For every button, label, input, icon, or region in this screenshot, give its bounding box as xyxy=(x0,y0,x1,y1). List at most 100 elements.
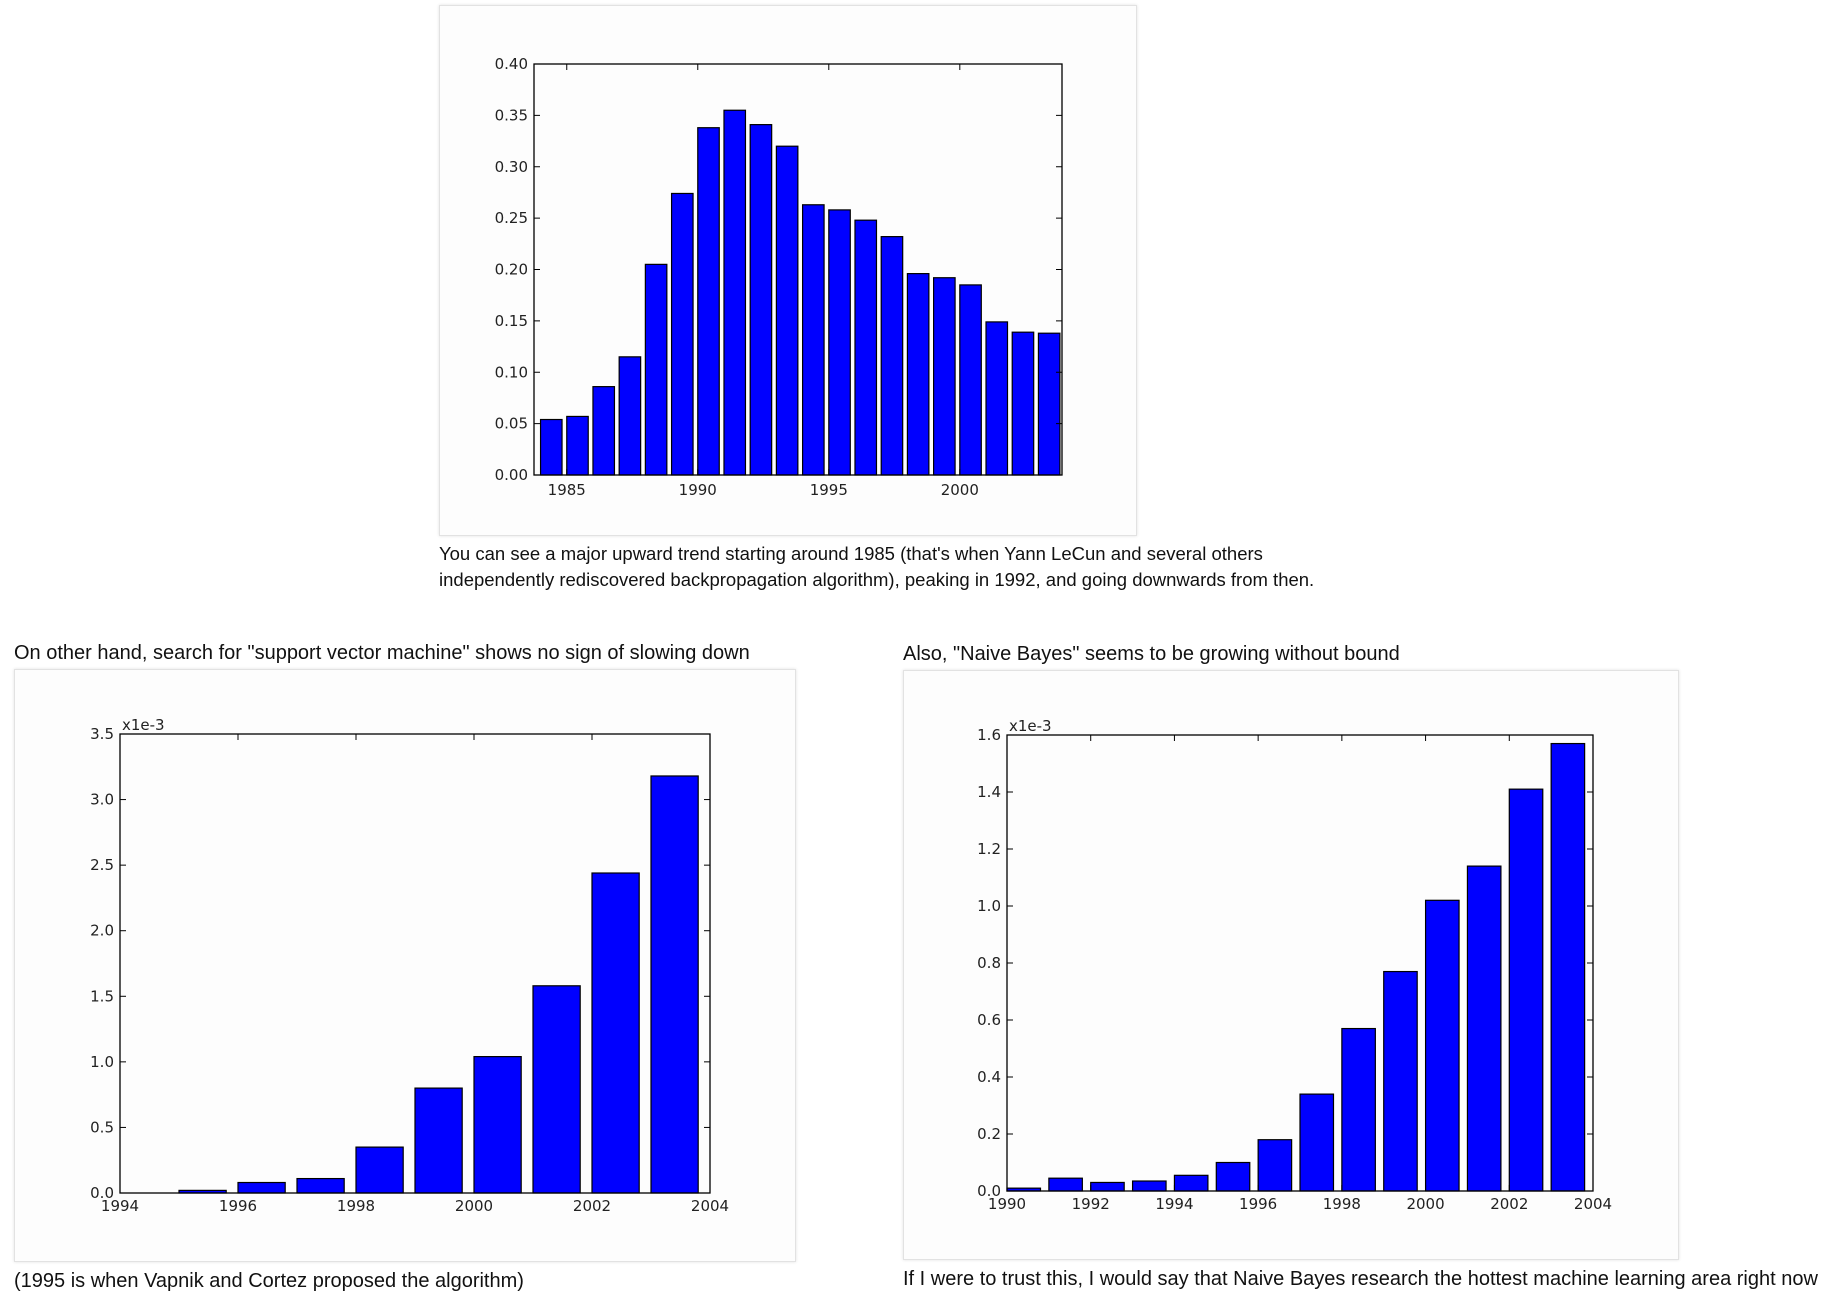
bar-2002 xyxy=(1508,788,1544,1192)
bar-2003 xyxy=(1550,742,1586,1192)
y-tick-label: 0.6 xyxy=(977,1011,1001,1029)
x-tick-label: 1990 xyxy=(679,481,717,499)
y-tick-label: 2.0 xyxy=(90,922,114,940)
bar-2000 xyxy=(1424,899,1460,1192)
bar-2002 xyxy=(1011,331,1035,476)
bar-1993 xyxy=(775,145,799,476)
y-tick-label: 0.0 xyxy=(90,1184,114,1202)
x-tick-label: 1990 xyxy=(988,1195,1026,1213)
bar-1995 xyxy=(1215,1161,1251,1192)
x-tick-label: 1994 xyxy=(101,1197,139,1215)
bar-1998 xyxy=(355,1146,404,1194)
bar-2003 xyxy=(1037,332,1061,476)
bar-1999 xyxy=(933,277,956,476)
bar-1997 xyxy=(296,1177,345,1194)
x-tick-label: 1998 xyxy=(1323,1195,1361,1213)
plot-frame xyxy=(533,63,1063,476)
y-tick-label: 1.0 xyxy=(90,1053,114,1071)
y-tick-label: 0.8 xyxy=(977,954,1001,972)
caption-svm-note: (1995 is when Vapnik and Cortez proposed… xyxy=(14,1270,524,1292)
caption-svm-intro: On other hand, search for "support vecto… xyxy=(14,642,750,664)
x-tick-label: 1996 xyxy=(1239,1195,1277,1213)
y-tick-label: 0.20 xyxy=(495,261,528,279)
bar-1997 xyxy=(1299,1093,1335,1192)
naive-bayes-chart: 0.0 0.2 0.4 0.6 0.8 1.0 1.2 1.4 1.6 1990 1992 1994 1… xyxy=(977,717,1612,1213)
x-tick-label: 2002 xyxy=(573,1197,611,1215)
bar-1991 xyxy=(723,109,747,476)
x-tick-label: 1994 xyxy=(1155,1195,1193,1213)
y-tick-label: 0.10 xyxy=(495,363,528,381)
axis-multiplier-label: x1e-3 xyxy=(1009,717,1052,735)
y-tick-label: 0.0 xyxy=(977,1182,1001,1200)
y-tick-label: 1.0 xyxy=(977,897,1001,915)
bar-1987 xyxy=(618,356,642,476)
y-tick-label: 1.4 xyxy=(977,783,1001,801)
bar-1993 xyxy=(1131,1180,1167,1192)
x-tick-label: 1992 xyxy=(1072,1195,1110,1213)
bar-2000 xyxy=(959,284,982,476)
backprop-chart: 0.00 0.05 0.10 0.15 0.20 0.25 0.30 0.35 0.40 1985… xyxy=(495,55,1063,499)
y-tick-label: 0.5 xyxy=(90,1118,114,1136)
bar-1988 xyxy=(644,263,668,476)
bar-2000 xyxy=(473,1056,522,1194)
x-tick-label: 2004 xyxy=(691,1197,729,1215)
bar-1996 xyxy=(1257,1139,1293,1192)
axis-multiplier-label: x1e-3 xyxy=(122,716,165,734)
y-tick-label: 1.5 xyxy=(90,987,114,1005)
svm-chart: 0.0 0.5 1.0 1.5 2.0 2.5 3.0 3.5 1994 1996 1998 2000… xyxy=(90,716,729,1215)
y-tick-label: 3.5 xyxy=(90,725,114,743)
bar-2002 xyxy=(591,872,640,1194)
bar-1992 xyxy=(749,124,773,476)
chart-panel-naive-bayes: 0.0 0.2 0.4 0.6 0.8 1.0 1.2 1.4 1.6 1990 1992 1994 1… xyxy=(903,670,1679,1260)
bar-1999 xyxy=(1383,970,1418,1192)
x-tick-label: 2000 xyxy=(1406,1195,1444,1213)
y-tick-label: 0.40 xyxy=(495,55,528,73)
bar-2001 xyxy=(1466,865,1502,1192)
bar-1998 xyxy=(906,273,930,476)
bar-1990 xyxy=(697,127,720,476)
bar-1994 xyxy=(1173,1174,1209,1192)
bar-1989 xyxy=(670,192,694,476)
x-tick-label: 2002 xyxy=(1490,1195,1528,1213)
x-tick-label: 1995 xyxy=(810,481,848,499)
plot-frame xyxy=(1006,734,1594,1192)
x-tick-label: 1985 xyxy=(548,481,586,499)
x-tick-label: 1996 xyxy=(219,1197,257,1215)
bar-1998 xyxy=(1341,1027,1376,1192)
bar-1986 xyxy=(592,386,616,476)
bar-2001 xyxy=(985,321,1009,476)
y-tick-label: 2.5 xyxy=(90,856,114,874)
bar-2001 xyxy=(532,985,581,1194)
caption-nb-note: If I were to trust this, I would say tha… xyxy=(903,1268,1818,1290)
x-tick-label: 1998 xyxy=(337,1197,375,1215)
y-tick-label: 0.00 xyxy=(495,466,528,484)
caption-backprop: You can see a major upward trend startin… xyxy=(439,543,1315,590)
y-tick-label: 3.0 xyxy=(90,791,114,809)
bar-1991 xyxy=(1048,1177,1083,1192)
bar-1995 xyxy=(828,209,851,476)
bar-1985 xyxy=(566,415,589,476)
y-tick-label: 0.2 xyxy=(977,1125,1001,1143)
bar-1984 xyxy=(539,418,563,476)
y-tick-label: 0.35 xyxy=(495,106,528,124)
bar-1994 xyxy=(801,204,825,476)
bar-1992 xyxy=(1090,1181,1125,1192)
bar-1999 xyxy=(414,1087,463,1194)
y-tick-label: 1.2 xyxy=(977,840,1001,858)
x-tick-label: 2000 xyxy=(455,1197,493,1215)
x-tick-label: 2000 xyxy=(941,481,979,499)
caption-nb-intro: Also, "Naive Bayes" seems to be growing … xyxy=(903,643,1400,665)
y-tick-label: 0.15 xyxy=(495,312,528,330)
chart-panel-backprop: 0.00 0.05 0.10 0.15 0.20 0.25 0.30 0.35 0.40 1985… xyxy=(439,5,1137,536)
bar-2003 xyxy=(650,775,699,1194)
y-tick-label: 0.25 xyxy=(495,209,528,227)
y-tick-label: 1.6 xyxy=(977,726,1001,744)
chart-panel-svm: 0.0 0.5 1.0 1.5 2.0 2.5 3.0 3.5 1994 1996 1998 2000… xyxy=(14,669,796,1262)
y-tick-label: 0.30 xyxy=(495,158,528,176)
bar-1996 xyxy=(237,1181,286,1194)
y-tick-label: 0.4 xyxy=(977,1068,1001,1086)
y-tick-label: 0.05 xyxy=(495,415,528,433)
plot-frame xyxy=(119,733,711,1194)
bar-1996 xyxy=(854,219,878,476)
x-tick-label: 2004 xyxy=(1574,1195,1612,1213)
